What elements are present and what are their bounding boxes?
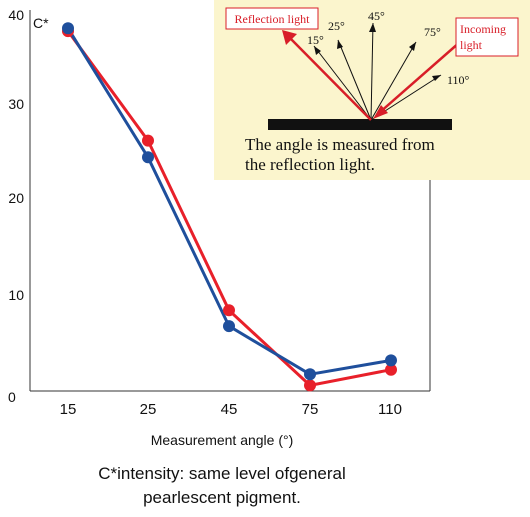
angle-arrow-75: [370, 41, 417, 121]
angle-arrow-45: [370, 22, 374, 121]
x-tick-label-110: 110: [378, 401, 402, 418]
x-tick-label-15: 15: [60, 401, 77, 418]
surface-bar: [268, 119, 452, 130]
y-tick-label-40: 40: [8, 7, 24, 23]
arrowhead-45-icon: [369, 23, 376, 32]
angle-arrowheads: [314, 23, 441, 81]
angle-label-110: 110°: [447, 73, 470, 87]
series-1-point-15: [62, 22, 74, 35]
incoming-label-line-1: Incoming: [460, 22, 506, 36]
incoming-arrow-line: [378, 41, 461, 114]
series-0-point-25: [142, 134, 154, 147]
x-tick-label-45: 45: [221, 401, 238, 418]
reflection-label: Reflection light: [235, 12, 311, 26]
arrowhead-75-icon: [409, 42, 416, 51]
x-tick-label-25: 25: [140, 401, 157, 418]
y-tick-label-20: 20: [8, 190, 24, 206]
angle-label-75: 75°: [424, 25, 441, 39]
incoming-label-box: [455, 17, 519, 57]
x-axis-title: Measurement angle (°): [151, 432, 294, 448]
series-1-point-25: [142, 151, 154, 164]
inset-note-line-2: the reflection light.: [245, 155, 375, 174]
reflection-arrowhead-icon: [282, 30, 297, 45]
caption-line-2: pearlescent pigment.: [143, 488, 301, 507]
series-1-point-110: [385, 354, 397, 367]
angle-arrow-25: [337, 39, 372, 121]
series-1-point-45: [223, 320, 235, 333]
series-layer: [62, 22, 397, 392]
angle-label-45: 45°: [368, 9, 385, 23]
angle-label-25: 25°: [328, 19, 345, 33]
inset-diagram: Reflection light Incoming light 15° 25° …: [214, 0, 530, 180]
series-0-point-110: [385, 363, 397, 376]
series-1-point-75: [304, 368, 316, 381]
reflection-label-box: [225, 7, 319, 30]
y-tick-label-0: 0: [8, 389, 16, 405]
angle-label-15: 15°: [307, 33, 324, 47]
arrowhead-25-icon: [337, 40, 343, 49]
angle-arrow-15: [313, 45, 372, 121]
reflection-arrow-line: [288, 36, 372, 121]
y-tick-label-30: 30: [8, 96, 24, 112]
inset-note-line-1: The angle is measured from: [245, 135, 435, 154]
incoming-label-line-2: light: [460, 38, 483, 52]
caption-line-1: C*intensity: same level ofgeneral: [98, 464, 346, 483]
series-0-point-45: [223, 304, 235, 317]
y-tick-label-10: 10: [8, 287, 24, 303]
y-axis-label: C*: [33, 15, 49, 31]
incoming-arrowhead-icon: [373, 105, 388, 119]
arrowhead-110-icon: [432, 75, 441, 81]
arrowhead-15-icon: [314, 46, 321, 55]
series-0-point-75: [304, 379, 316, 392]
x-tick-label-75: 75: [302, 401, 319, 418]
